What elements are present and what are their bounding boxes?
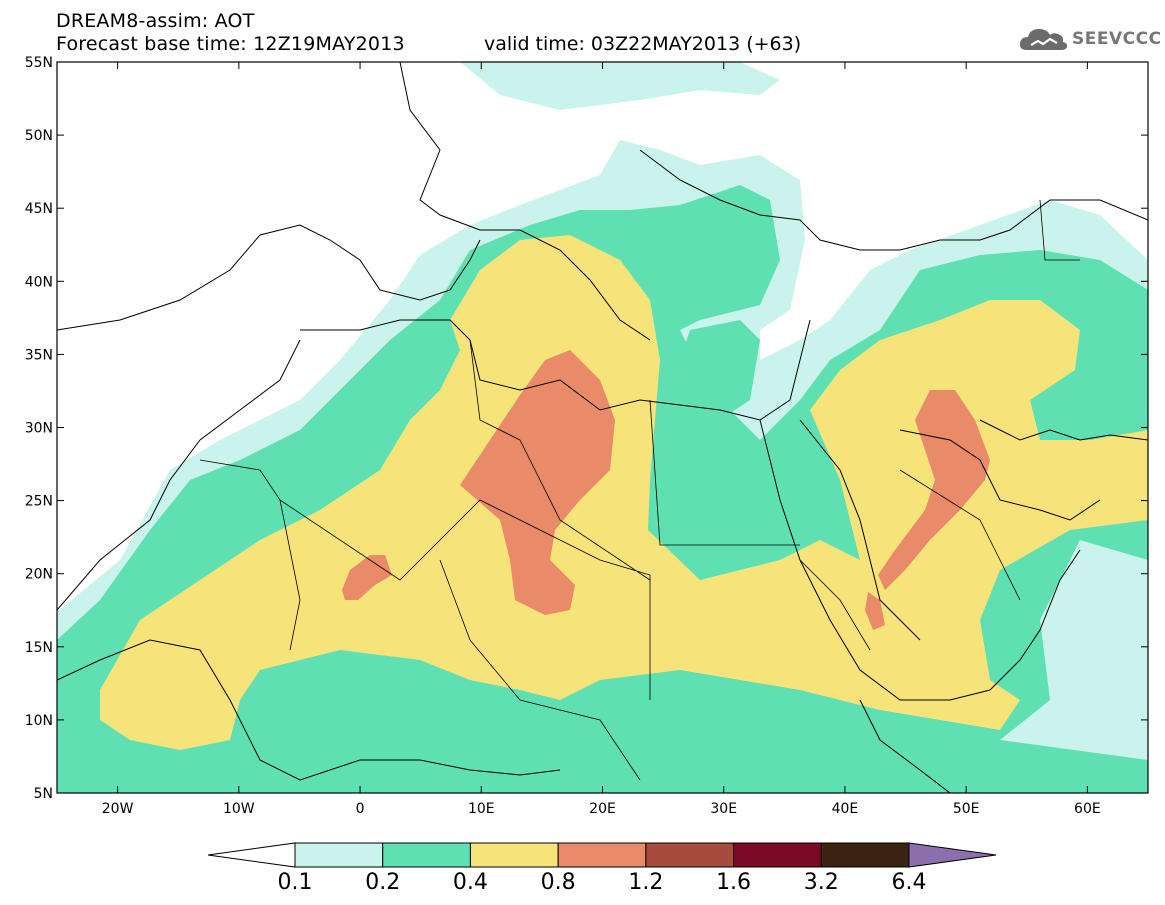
colorbar-box	[645, 842, 735, 868]
forecast-base-time: Forecast base time: 12Z19MAY2013	[56, 33, 405, 55]
colorbar-box	[557, 842, 647, 868]
colorbar-level-label: 0.2	[365, 870, 401, 895]
lat-tick-label: 40N	[25, 274, 53, 290]
lat-tick-label: 35N	[25, 347, 53, 363]
map-title: DREAM8-assim: AOT	[56, 10, 255, 32]
colorbar-box	[733, 842, 822, 868]
colorbar-box	[294, 842, 384, 868]
brand-name: SEEVCCC	[1072, 29, 1162, 49]
coastlines	[57, 62, 1148, 793]
lat-tick-label: 55N	[25, 55, 53, 71]
aot-band-0.8-sahara	[460, 350, 615, 615]
colorbar-box	[469, 842, 559, 868]
lat-tick-label: 50N	[25, 128, 53, 144]
latitude-axis: 55N 50N 45N 40N 35N 30N 25N 20N 15N 10N 5N	[25, 55, 1148, 802]
lat-tick-label: 15N	[25, 640, 53, 656]
lat-tick-label: 45N	[25, 201, 53, 217]
aot-field	[57, 62, 1148, 793]
cloud-logo-icon	[1019, 29, 1068, 50]
aot-band-0.8-yemen	[865, 592, 885, 630]
aot-band-0.2-med	[680, 320, 760, 420]
aot-band-0.4	[100, 235, 1148, 750]
lon-tick-label: 30E	[710, 801, 737, 817]
aot-band-0.1b	[460, 62, 780, 110]
lon-tick-label: 10W	[223, 801, 255, 817]
colorbar-level-label: 0.8	[540, 870, 576, 895]
lon-tick-label: 10E	[468, 801, 495, 817]
colorbar	[207, 842, 997, 868]
colorbar-level-label: 3.2	[803, 870, 839, 895]
lon-tick-label: 50E	[953, 801, 980, 817]
colorbar-level-label: 1.2	[628, 870, 664, 895]
lon-tick-label: 0	[356, 801, 365, 817]
lat-tick-label: 30N	[25, 421, 53, 437]
colorbar-level-label: 0.1	[277, 870, 313, 895]
colorbar-max-arrow	[908, 842, 997, 868]
aot-band-0.8-arabia	[878, 390, 990, 590]
brand-logo: SEEVCCC	[1017, 24, 1161, 54]
colorbar-level-label: 6.4	[891, 870, 927, 895]
colorbar-min-arrow	[207, 842, 296, 868]
lon-tick-label: 40E	[832, 801, 859, 817]
colorbar-box	[382, 842, 471, 868]
colorbar-level-label: 1.6	[716, 870, 752, 895]
colorbar-box	[820, 842, 910, 868]
lon-tick-label: 20E	[589, 801, 616, 817]
valid-time: valid time: 03Z22MAY2013 (+63)	[484, 33, 802, 55]
lon-tick-label: 20W	[102, 801, 134, 817]
lon-tick-label: 60E	[1074, 801, 1101, 817]
lat-tick-label: 20N	[25, 567, 53, 583]
lat-tick-label: 10N	[25, 713, 53, 729]
longitude-axis: 20W 10W 0 10E 20E 30E 40E 50E 60E	[102, 62, 1101, 817]
lat-tick-label: 5N	[34, 786, 53, 802]
colorbar-level-label: 0.4	[452, 870, 488, 895]
lat-tick-label: 25N	[25, 494, 53, 510]
country-borders	[199, 199, 1080, 781]
